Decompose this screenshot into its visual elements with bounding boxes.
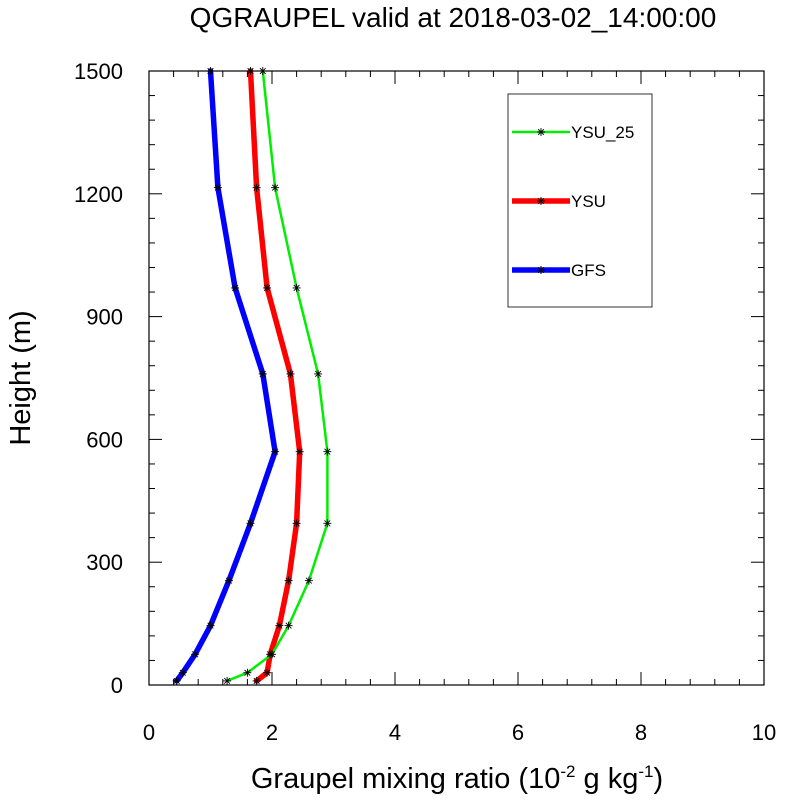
x-tick-labels: 0 2 4 6 8 10 — [143, 720, 776, 745]
data-point-ysu-25 — [268, 650, 276, 659]
data-point-gfs — [172, 676, 181, 685]
axis-ticks — [148, 70, 765, 686]
x-tick-label: 10 — [752, 720, 776, 745]
data-point-gfs — [213, 183, 222, 192]
y-axis-label: Height (m) — [5, 310, 37, 445]
legend-marker-ysu — [537, 197, 545, 205]
data-point-gfs — [231, 283, 240, 292]
data-point-ysu — [252, 183, 261, 192]
legend: YSU_25 YSU GFS — [507, 93, 653, 308]
y-tick-label: 600 — [86, 427, 123, 452]
data-point-ysu-25 — [314, 369, 323, 378]
data-point-ysu-25 — [323, 519, 332, 528]
data-point-gfs — [271, 447, 280, 456]
legend-label-ysu: YSU — [571, 192, 606, 211]
y-tick-label: 1200 — [74, 182, 123, 207]
data-point-gfs — [206, 621, 215, 630]
legend-marker-gfs — [537, 266, 545, 274]
data-point-ysu-25 — [223, 676, 232, 685]
x-tick-label: 2 — [266, 720, 278, 745]
data-point-ysu — [263, 283, 272, 292]
data-point-ysu-25 — [292, 283, 301, 292]
data-markers — [172, 67, 332, 685]
data-point-ysu-25 — [243, 668, 252, 677]
data-point-ysu — [275, 621, 284, 630]
data-point-ysu — [295, 447, 304, 456]
legend-label-gfs: GFS — [571, 261, 606, 280]
data-point-ysu-25 — [304, 576, 313, 585]
data-point-ysu-25 — [271, 183, 280, 192]
data-point-ysu-25 — [284, 621, 293, 630]
data-point-gfs — [246, 519, 255, 528]
data-point-ysu — [292, 519, 301, 528]
chart-title: QGRAUPEL valid at 2018-03-02_14:00:00 — [190, 2, 717, 33]
data-point-gfs — [178, 668, 187, 677]
data-point-ysu — [263, 668, 272, 677]
data-point-gfs — [258, 369, 267, 378]
series-lines — [173, 68, 329, 684]
y-tick-label: 1500 — [74, 59, 123, 84]
data-point-ysu — [284, 576, 293, 585]
y-tick-label: 300 — [86, 550, 123, 575]
data-point-gfs — [224, 576, 233, 585]
data-point-ysu — [286, 369, 295, 378]
x-axis-label: Graupel mixing ratio (10-2 g kg-1) — [251, 762, 663, 795]
x-tick-label: 8 — [635, 720, 647, 745]
x-tick-label: 0 — [143, 720, 155, 745]
data-point-gfs — [191, 650, 200, 659]
y-tick-label: 0 — [111, 673, 123, 698]
legend-label-ysu-25: YSU_25 — [571, 123, 634, 142]
y-tick-labels: 0 300 600 900 1200 1500 — [74, 59, 123, 698]
data-point-ysu-25 — [323, 447, 332, 456]
data-point-ysu — [252, 676, 261, 685]
plot-frame — [148, 70, 765, 686]
y-tick-label: 900 — [86, 305, 123, 330]
x-tick-label: 6 — [512, 720, 524, 745]
series-line-ysu-25 — [225, 69, 329, 683]
x-tick-label: 4 — [389, 720, 401, 745]
legend-marker-ysu-25 — [537, 128, 545, 136]
